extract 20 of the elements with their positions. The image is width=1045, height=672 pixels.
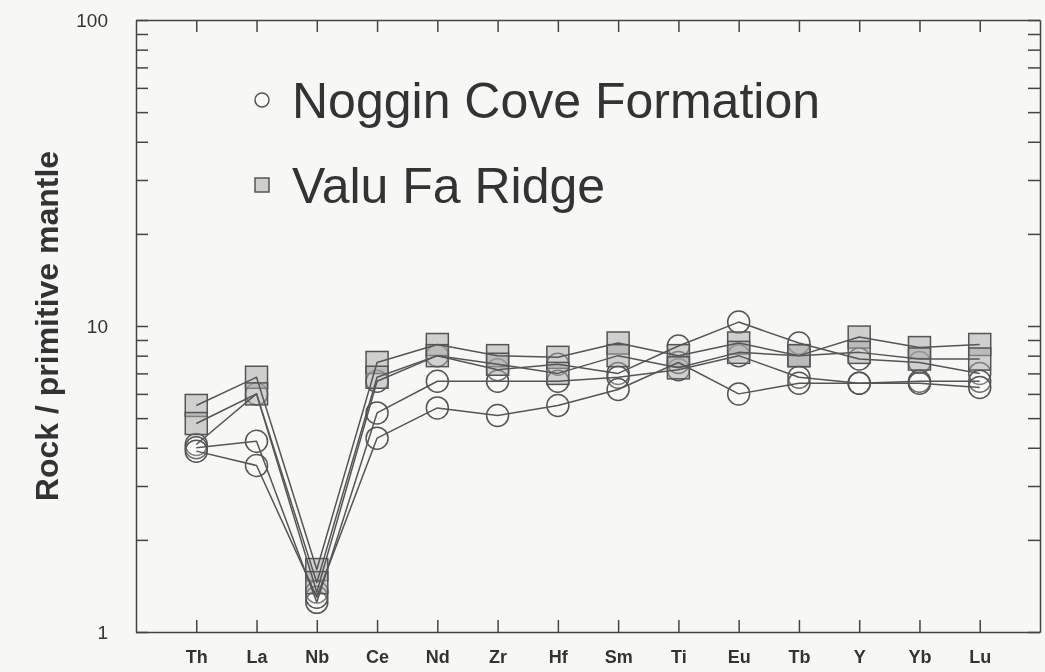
- x-tick-label: La: [246, 646, 269, 667]
- y-tick-label: 10: [86, 315, 108, 337]
- legend-label: Valu Fa Ridge: [292, 157, 606, 214]
- x-tick-label: Tb: [788, 646, 811, 667]
- x-tick-label: Sm: [604, 646, 633, 667]
- x-tick-label: Zr: [489, 646, 508, 667]
- x-tick-label: Ti: [671, 646, 687, 667]
- x-tick-label: Nd: [425, 646, 450, 667]
- x-tick-label: Hf: [548, 646, 569, 667]
- x-tick-label: Nb: [305, 646, 330, 667]
- x-tick-label: Th: [185, 646, 208, 667]
- x-tick-label: Y: [853, 646, 866, 667]
- x-tick-label: Eu: [727, 646, 751, 667]
- y-tick-label: 1: [97, 621, 108, 643]
- legend-label: Noggin Cove Formation: [292, 72, 821, 129]
- y-tick-label: 100: [76, 9, 108, 31]
- x-tick-label: Lu: [969, 646, 992, 667]
- x-tick-label: Yb: [908, 646, 932, 667]
- x-tick-label: Ce: [366, 646, 390, 667]
- y-axis-title: Rock / primitive mantle: [29, 150, 65, 502]
